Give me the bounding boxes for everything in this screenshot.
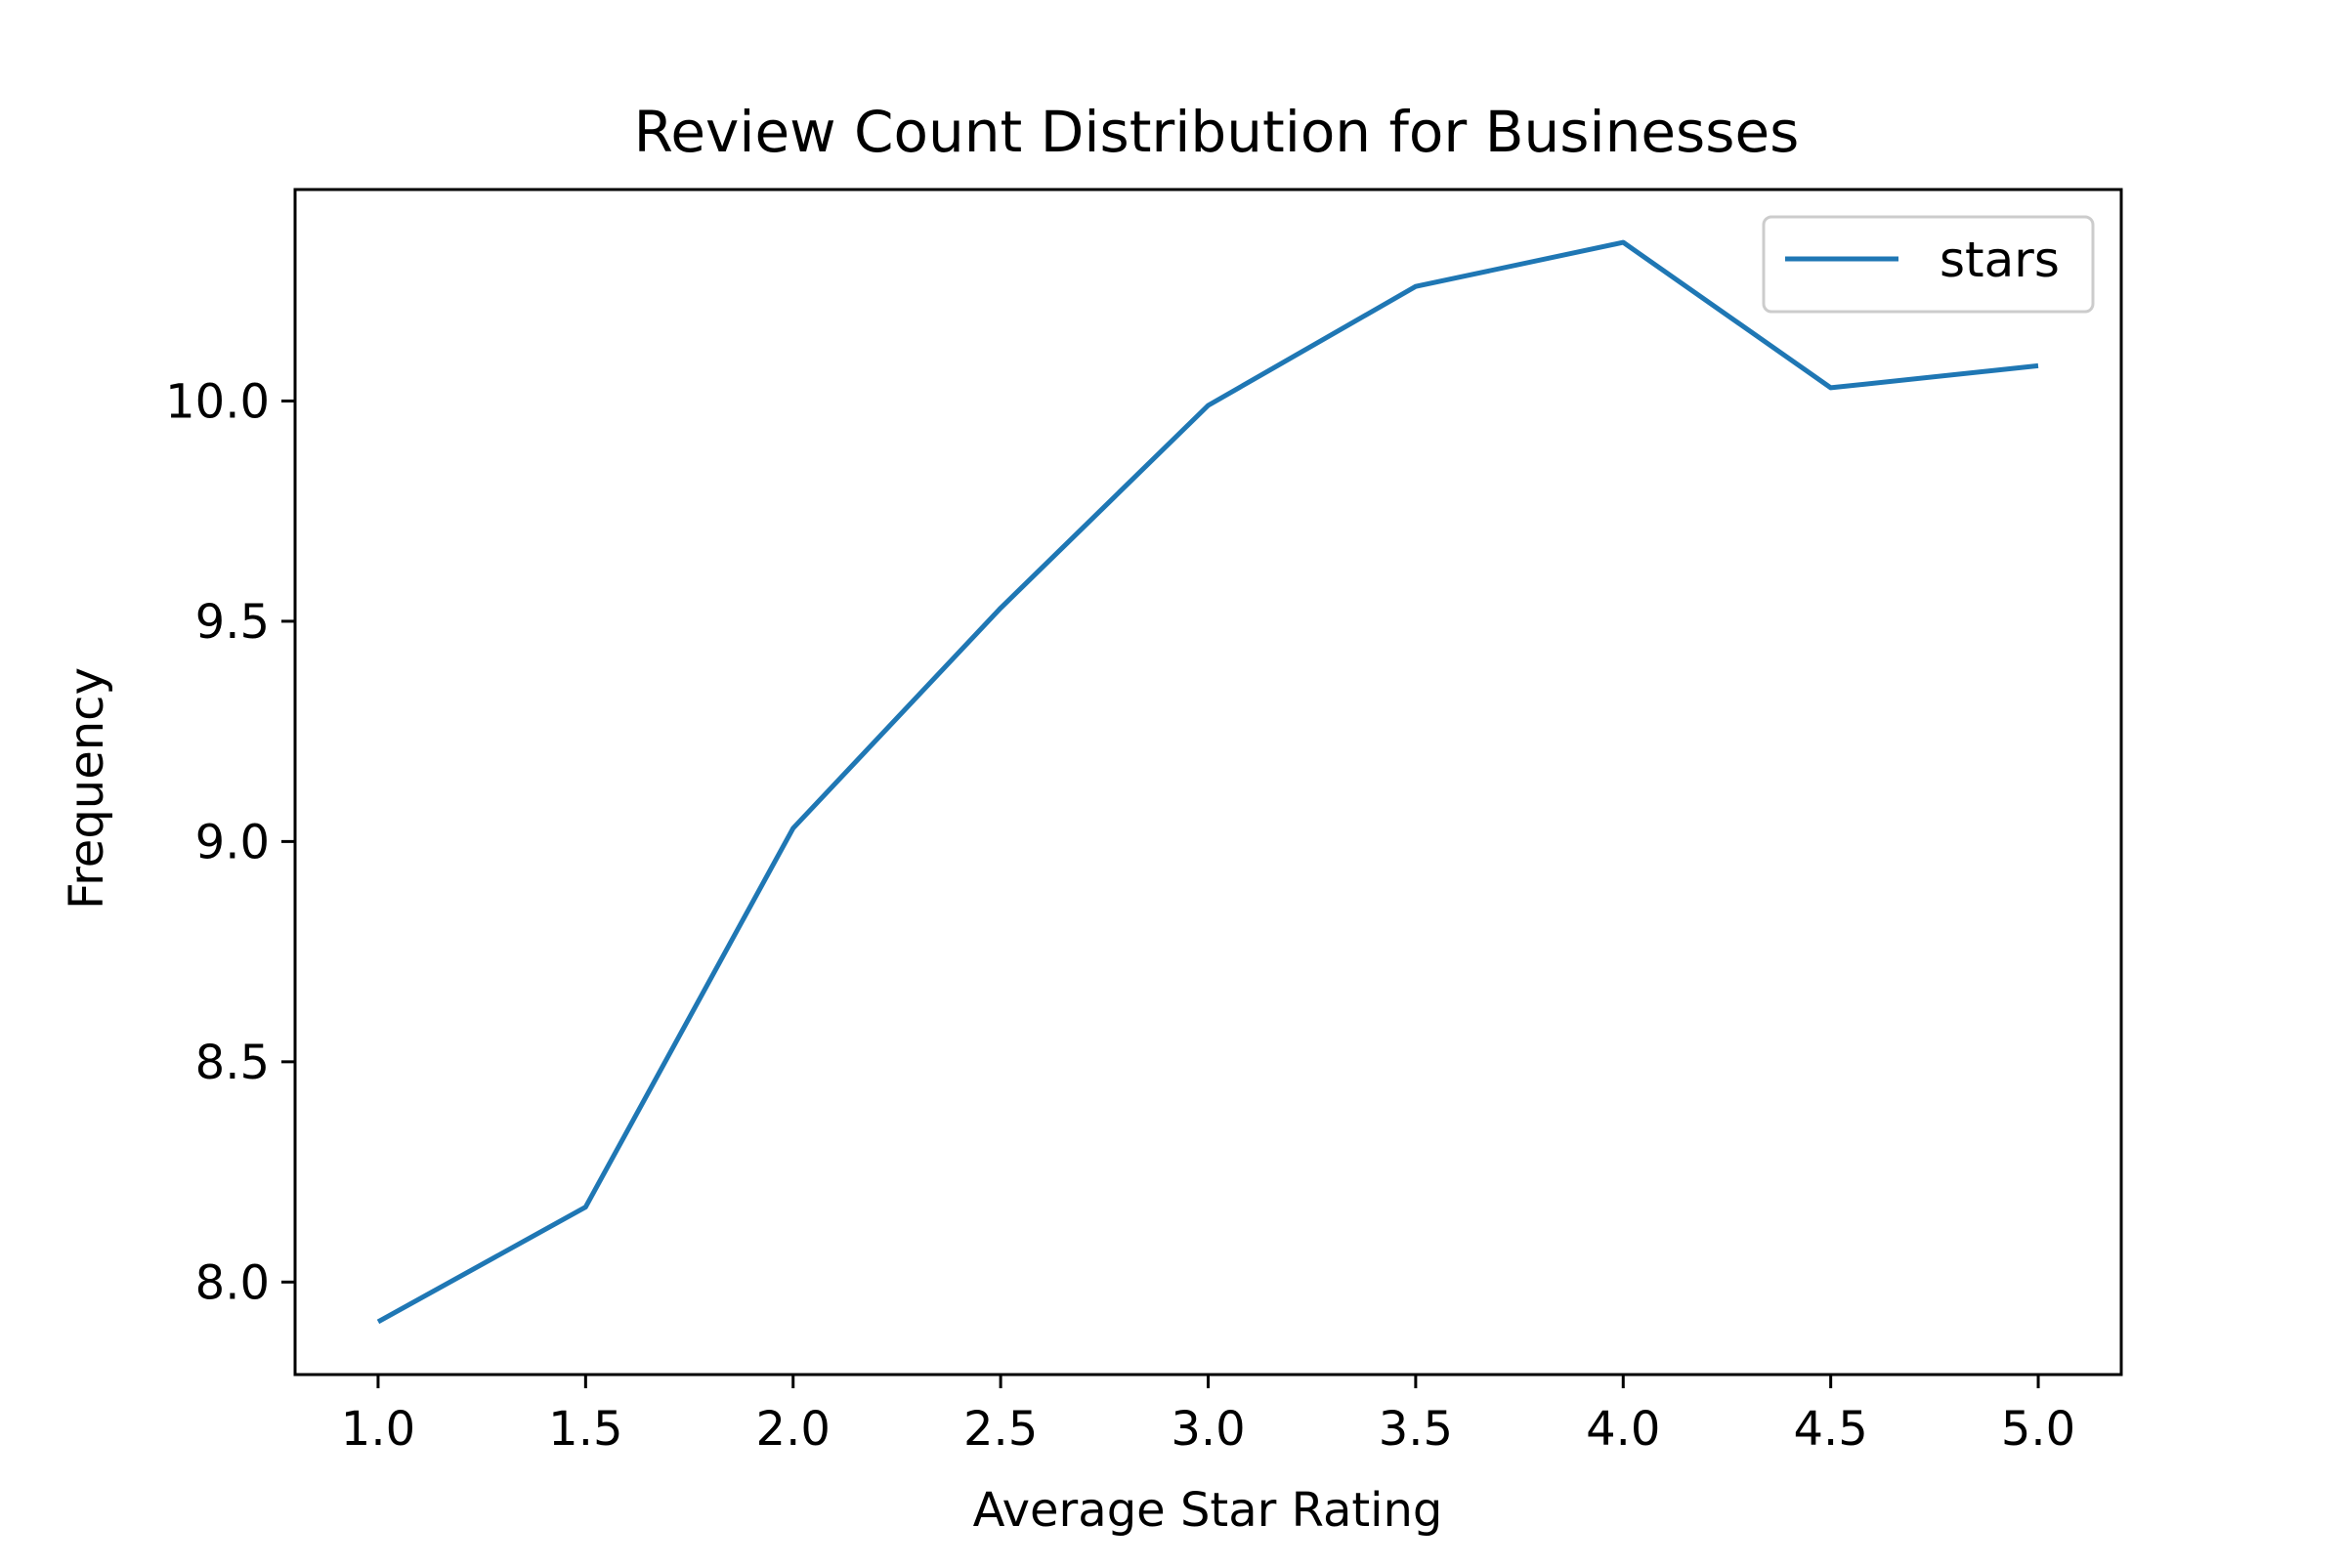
y-tick-label: 8.0 — [195, 1255, 270, 1310]
x-axis-label: Average Star Rating — [973, 1483, 1443, 1538]
legend: stars — [1762, 215, 2095, 314]
chart-title: Review Count Distribution for Businesses — [634, 99, 1800, 165]
legend-label-stars: stars — [1940, 232, 2060, 288]
legend-box — [1762, 215, 2095, 314]
y-tick-label: 9.5 — [195, 595, 270, 650]
x-tick-label: 2.5 — [963, 1402, 1038, 1457]
y-axis-label: Frequency — [60, 667, 114, 910]
x-tick-label: 1.5 — [548, 1402, 622, 1457]
y-axis-ticks: 8.0 8.5 9.0 9.5 10.0 — [165, 374, 295, 1310]
x-tick-label: 1.0 — [341, 1402, 415, 1457]
plot-frame — [293, 188, 2123, 1377]
x-tick-label: 5.0 — [2001, 1402, 2075, 1457]
series-line-stars — [376, 239, 2039, 1325]
x-axis-ticks: 1.0 1.5 2.0 2.5 3.0 3.5 4.0 4.5 5.0 — [341, 1375, 2075, 1457]
y-tick-label: 10.0 — [165, 374, 270, 429]
x-tick-label: 2.0 — [756, 1402, 831, 1457]
y-tick-label: 9.0 — [195, 815, 270, 869]
x-tick-label: 4.0 — [1586, 1402, 1660, 1457]
y-tick-label: 8.5 — [195, 1036, 270, 1090]
x-tick-label: 3.0 — [1171, 1402, 1245, 1457]
x-tick-label: 4.5 — [1793, 1402, 1867, 1457]
x-tick-label: 3.5 — [1379, 1402, 1453, 1457]
